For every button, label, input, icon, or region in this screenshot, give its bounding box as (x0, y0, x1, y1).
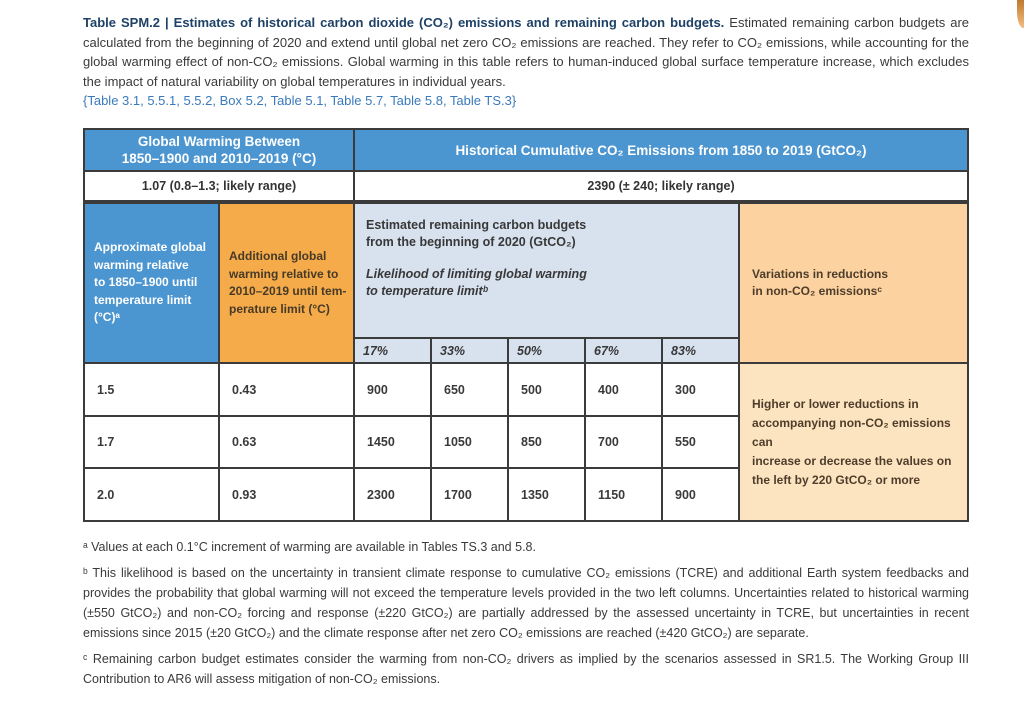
header-historical-emissions: Historical Cumulative CO₂ Emissions from… (353, 128, 969, 172)
summary-header-table: Global Warming Between 1850–1900 and 201… (83, 128, 969, 202)
caption-title: Table SPM.2 | Estimates of historical ca… (83, 15, 725, 30)
budget-value: 850 (507, 415, 586, 469)
budget-value: 300 (660, 362, 741, 417)
col-header-approx-warming: Approximate global warming relative to 1… (83, 202, 220, 364)
likelihood-83: 83% (660, 337, 741, 364)
additional-warming-value: 0.93 (218, 467, 355, 522)
additional-warming-value: 0.63 (218, 415, 355, 469)
budgets-likelihood-subheading: Likelihood of limiting global warming to… (366, 267, 587, 298)
likelihood-17: 17% (353, 337, 432, 364)
caption-citation: {Table 3.1, 5.5.1, 5.5.2, Box 5.2, Table… (83, 93, 517, 108)
caption-paragraph: Table SPM.2 | Estimates of historical ca… (83, 13, 969, 91)
budget-value: 1150 (584, 467, 663, 522)
caption-body: Estimated remaining carbon budgets are c… (83, 15, 970, 89)
warming-limit-value: 1.5 (83, 362, 220, 417)
budget-value: 550 (660, 415, 741, 469)
budget-value: 1450 (353, 415, 432, 469)
budget-value: 700 (584, 415, 663, 469)
col-header-non-co2-variations: Variations in reductions in non-CO₂ emis… (738, 202, 970, 364)
likelihood-67: 67% (584, 337, 663, 364)
budgets-heading: Estimated remaining carbon budgets from … (366, 218, 587, 249)
budget-value: 1350 (507, 467, 586, 522)
footnote-a: ᵃ Values at each 0.1°C increment of warm… (83, 540, 536, 554)
warming-limit-value: 1.7 (83, 415, 220, 469)
budget-value: 650 (430, 362, 509, 417)
page-edge-ornament (1017, 0, 1024, 28)
budget-value: 1700 (430, 467, 509, 522)
table-row: 1.7 0.63 1450 1050 850 700 550 (83, 415, 968, 469)
warming-limit-value: 2.0 (83, 467, 220, 522)
carbon-budget-table: Approximate global warming relative to 1… (83, 202, 970, 522)
non-co2-variations-note: Higher or lower reductions in accompanyi… (738, 362, 970, 522)
budget-value: 900 (353, 362, 432, 417)
col-header-additional-warming: Additional global warming relative to 20… (218, 202, 355, 364)
budget-value: 500 (507, 362, 586, 417)
budget-value: 1050 (430, 415, 509, 469)
table-caption: Table SPM.2 | Estimates of historical ca… (83, 13, 969, 111)
value-historical-emissions: 2390 (± 240; likely range) (353, 170, 969, 202)
header-global-warming: Global Warming Between 1850–1900 and 201… (83, 128, 355, 172)
likelihood-33: 33% (430, 337, 509, 364)
footnotes: ᵃ Values at each 0.1°C increment of warm… (83, 537, 969, 695)
footnote-b: ᵇ This likelihood is based on the uncert… (83, 566, 969, 640)
budget-value: 900 (660, 467, 741, 522)
likelihood-50: 50% (507, 337, 586, 364)
budget-value: 400 (584, 362, 663, 417)
col-header-remaining-budgets: Estimated remaining carbon budgets from … (352, 202, 741, 339)
table-row: 1.5 0.43 900 650 500 400 300 Higher or l… (83, 362, 970, 522)
additional-warming-value: 0.43 (218, 362, 355, 417)
value-global-warming: 1.07 (0.8–1.3; likely range) (83, 170, 355, 202)
footnote-c: ᶜ Remaining carbon budget estimates cons… (83, 652, 969, 686)
budget-value: 2300 (353, 467, 432, 522)
table-row: 2.0 0.93 2300 1700 1350 1150 900 (83, 467, 968, 522)
